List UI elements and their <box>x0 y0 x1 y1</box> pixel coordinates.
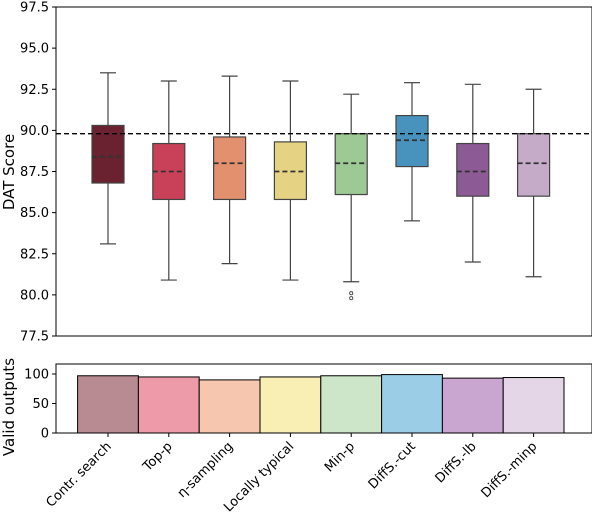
y-tick-label: 90.0 <box>20 124 49 139</box>
x-tick-label: DiffS.-lb <box>433 439 480 486</box>
box-8 <box>516 88 551 278</box>
x-tick-label: Contr. search <box>43 439 114 510</box>
box-1 <box>91 72 125 245</box>
box-plot-frame <box>55 6 592 337</box>
box-body <box>213 136 247 201</box>
bar-6 <box>381 374 443 434</box>
box-3 <box>213 75 247 265</box>
box-body <box>516 133 551 197</box>
y-tick-label: 0 <box>41 427 49 442</box>
bar-7 <box>441 377 504 434</box>
bar-2 <box>137 376 200 434</box>
outlier-point <box>349 291 354 296</box>
x-tick-label: η-sampling <box>175 439 237 501</box>
y-tick-label: 82.5 <box>20 247 49 262</box>
x-tick-label: DiffS.-minp <box>479 439 541 501</box>
x-tick-label: DiffS.-cut <box>366 439 419 492</box>
bar-3 <box>198 379 261 434</box>
box-5 <box>334 93 368 301</box>
box-2 <box>152 80 186 281</box>
box-7 <box>456 83 490 263</box>
x-tick-label: Min-p <box>322 439 358 475</box>
box-6 <box>395 82 429 222</box>
y-tick-label: 50 <box>32 397 49 412</box>
y-tick-label: 85.0 <box>20 206 49 221</box>
y-tick-label: 95.0 <box>20 42 49 57</box>
y-tick-label: 87.5 <box>20 165 49 180</box>
box-4 <box>273 80 307 281</box>
x-tick-label: Top-p <box>140 439 176 475</box>
bar-chart-y-axis-label: Valid outputs <box>0 358 18 456</box>
y-tick-label: 92.5 <box>20 83 49 98</box>
box-plot-y-axis-label: DAT Score <box>0 134 18 210</box>
box-plot-panel: 77.5 80.0 82.5 85.0 87.5 90.0 92.5 95.0 97.5 <box>20 1 592 345</box>
box-body <box>91 124 125 184</box>
bar-8 <box>502 377 565 434</box>
bar-1 <box>77 375 139 434</box>
outlier-point <box>349 296 354 301</box>
bar-4 <box>259 376 322 434</box>
y-tick-label: 77.5 <box>20 330 49 345</box>
y-tick-label: 100 <box>24 368 49 383</box>
box-body <box>456 142 490 197</box>
y-tick-label: 80.0 <box>20 288 49 303</box>
bar-5 <box>320 375 383 434</box>
y-tick-label: 97.5 <box>20 1 49 16</box>
